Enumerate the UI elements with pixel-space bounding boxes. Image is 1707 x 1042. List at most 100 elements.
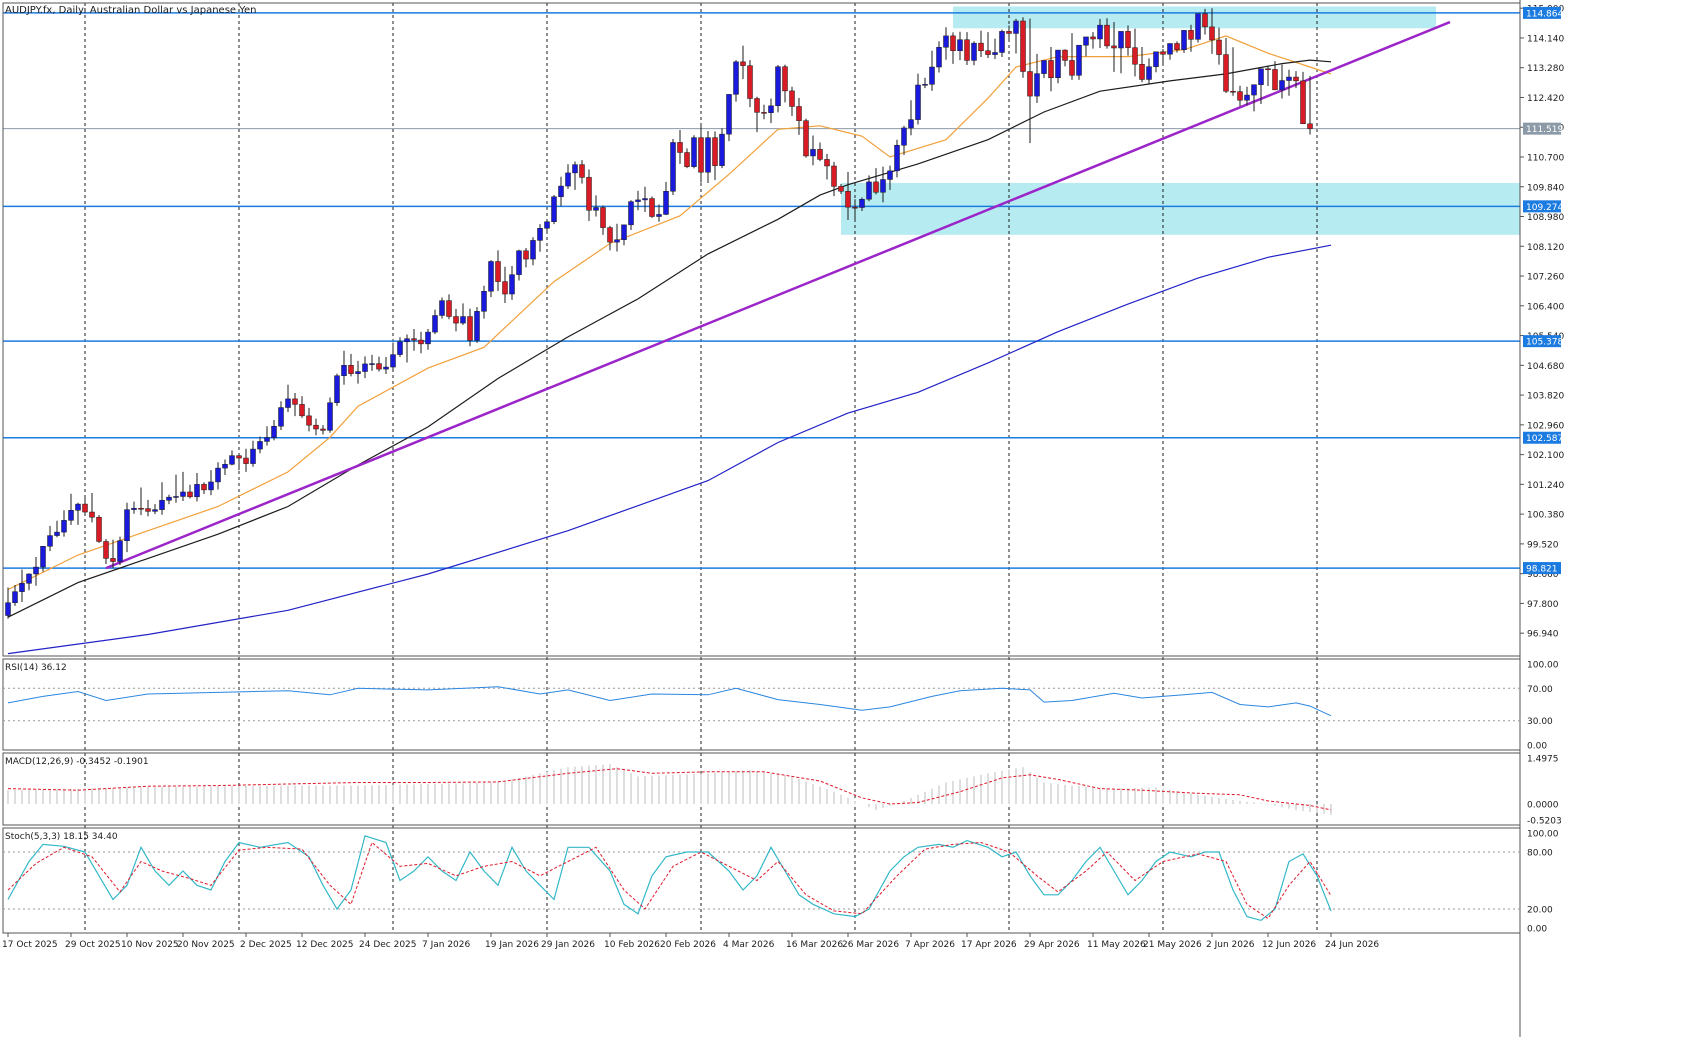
candle-131 — [922, 77, 928, 89]
price-tick-label: 108.120 — [1527, 243, 1564, 253]
candle-142 — [999, 29, 1005, 57]
candle-102 — [719, 128, 725, 169]
stoch-scale-label: 0.00 — [1527, 925, 1547, 935]
candle-body — [40, 546, 46, 568]
candle-179 — [1258, 68, 1264, 105]
candle-body — [901, 127, 907, 146]
candle-body — [908, 119, 914, 129]
candle-144 — [1013, 18, 1019, 54]
rsi-scale-label: 100.00 — [1527, 661, 1559, 671]
candle-body — [117, 540, 123, 562]
price-tick-label: 102.100 — [1527, 451, 1564, 461]
candle-118 — [831, 161, 837, 197]
level-tag-bg-3 — [1523, 431, 1561, 444]
candle-body — [362, 363, 368, 372]
candle-103 — [726, 94, 732, 142]
candle-84 — [593, 195, 599, 217]
candle-59 — [418, 331, 424, 354]
candle-105 — [740, 45, 746, 80]
candle-170 — [1195, 13, 1201, 43]
price-tick-label: 104.680 — [1527, 362, 1564, 372]
price-tick-label: 100.380 — [1527, 511, 1564, 521]
candle-body — [96, 516, 102, 542]
candle-82 — [579, 160, 585, 184]
time-tick-label: 20 Nov 2025 — [177, 940, 235, 950]
candle-16 — [117, 536, 123, 565]
time-tick-label: 17 Oct 2025 — [2, 940, 58, 950]
candle-155 — [1090, 32, 1096, 49]
candle-70 — [495, 250, 501, 291]
rsi-scale-label: 30.00 — [1527, 717, 1553, 727]
current-price-tag-bg — [1523, 122, 1561, 135]
time-tick-label: 17 Apr 2026 — [961, 940, 1017, 950]
candle-body — [1083, 36, 1089, 46]
candle-body — [789, 90, 795, 107]
candle-body — [397, 341, 403, 355]
price-tick-label: 97.800 — [1527, 600, 1559, 610]
candle-body — [236, 455, 242, 459]
candle-100 — [705, 131, 711, 183]
candle-body — [943, 35, 949, 48]
level-tag-label: 102.587 — [1526, 434, 1563, 444]
candle-body — [523, 250, 529, 260]
candle-148 — [1041, 60, 1047, 79]
level-tag-bg-0 — [1523, 6, 1561, 19]
candle-127 — [894, 139, 900, 178]
candle-body — [1132, 47, 1138, 65]
candle-23 — [166, 494, 172, 505]
candle-184 — [1293, 71, 1299, 89]
candle-14 — [103, 539, 109, 564]
candle-130 — [915, 73, 921, 125]
candle-body — [166, 496, 172, 501]
candle-body — [467, 316, 473, 341]
stoch-scale-label: 80.00 — [1527, 849, 1553, 859]
candle-58 — [411, 328, 417, 351]
level-tag-label: 114.864 — [1526, 9, 1563, 19]
candle-body — [971, 42, 977, 61]
price-tick-label: 98.660 — [1527, 570, 1559, 580]
candle-body — [1013, 20, 1019, 34]
candle-117 — [824, 153, 830, 180]
candle-body — [733, 61, 739, 95]
candle-body — [1160, 51, 1166, 55]
candle-27 — [194, 472, 200, 502]
candle-body — [1216, 39, 1222, 55]
candle-183 — [1286, 69, 1292, 96]
candle-body — [250, 448, 256, 464]
candle-body — [1125, 31, 1131, 48]
candle-95 — [670, 138, 676, 196]
candle-93 — [656, 204, 662, 222]
time-tick-label: 11 May 2026 — [1087, 940, 1146, 950]
candle-body — [383, 366, 389, 370]
candle-body — [124, 509, 130, 542]
candle-body — [271, 425, 277, 438]
candle-153 — [1076, 44, 1082, 80]
candle-body — [306, 415, 312, 426]
candle-182 — [1279, 64, 1285, 99]
candle-body — [1174, 43, 1180, 50]
time-tick-label: 7 Jan 2026 — [422, 940, 470, 950]
pane-frames — [2, 0, 1521, 1037]
candle-63 — [446, 294, 452, 320]
candle-body — [138, 507, 144, 510]
candle-body — [642, 198, 648, 201]
candle-132 — [929, 50, 935, 91]
chart-title: AUDJPY.fx, Daily: Australian Dollar vs J… — [5, 5, 257, 16]
candle-7 — [54, 520, 60, 538]
time-tick-label: 10 Nov 2025 — [121, 940, 179, 950]
candle-body — [579, 164, 585, 178]
candle-body — [1237, 91, 1243, 101]
candle-body — [551, 196, 557, 222]
candle-113 — [796, 97, 802, 135]
candle-8 — [61, 510, 67, 537]
price-tick-label: 99.520 — [1527, 540, 1559, 550]
candle-20 — [145, 499, 151, 517]
candle-162 — [1139, 46, 1145, 83]
candle-body — [1076, 44, 1082, 76]
candle-body — [180, 491, 186, 497]
candle-body — [131, 507, 137, 510]
current-price-tag-label: 111.519 — [1526, 125, 1563, 135]
candle-47 — [334, 373, 340, 406]
candle-108 — [761, 104, 767, 120]
